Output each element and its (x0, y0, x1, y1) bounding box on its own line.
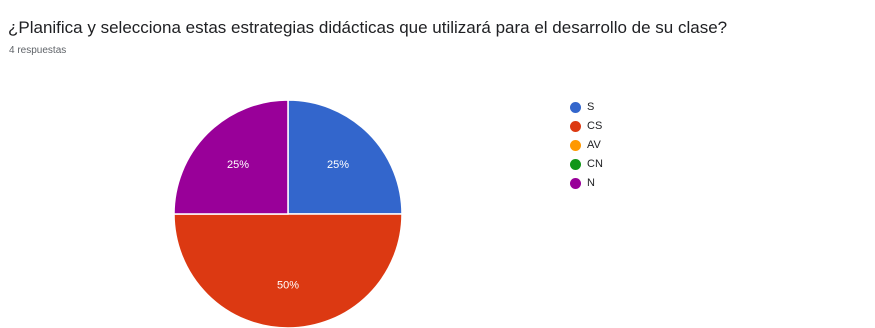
pie-label-s: 25% (327, 159, 349, 171)
legend-swatch (570, 177, 581, 189)
legend-item-cn[interactable]: CN (570, 155, 603, 173)
legend-swatch (570, 139, 581, 151)
legend-swatch (570, 120, 581, 132)
legend-item-n[interactable]: N (570, 174, 603, 192)
pie-slice-cs[interactable] (173, 213, 403, 328)
legend-item-s[interactable]: S (570, 98, 603, 116)
pie-label-n: 25% (227, 159, 249, 171)
legend-item-cs[interactable]: CS (570, 117, 603, 135)
legend-label: S (587, 101, 595, 113)
legend-label: CS (587, 120, 603, 132)
response-count: 4 respuestas (9, 45, 67, 56)
legend-label: AV (587, 139, 601, 151)
legend-label: N (587, 177, 595, 189)
question-title: ¿Planifica y selecciona estas estrategia… (8, 18, 728, 37)
legend-swatch (570, 158, 581, 170)
pie-label-cs: 50% (277, 280, 299, 292)
legend-label: CN (587, 158, 603, 170)
pie-slice-s[interactable] (287, 99, 403, 215)
legend-swatch (570, 101, 581, 113)
legend-item-av[interactable]: AV (570, 136, 603, 154)
chart-legend: S CS AV CN N (570, 98, 603, 193)
pie-slice-n[interactable] (173, 99, 289, 215)
